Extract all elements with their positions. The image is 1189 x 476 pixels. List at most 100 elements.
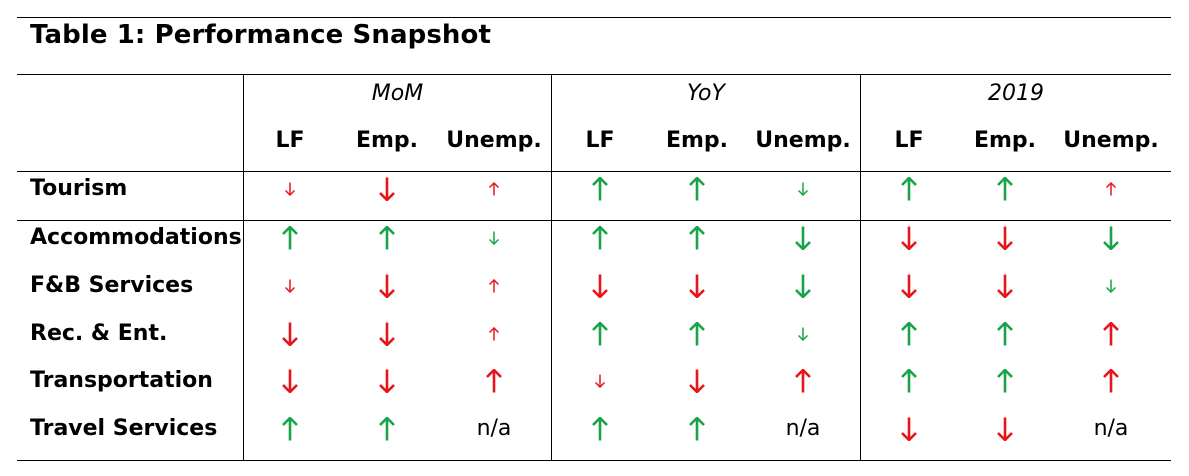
arrow-down-icon [997, 274, 1013, 298]
arrow-down-icon [1103, 226, 1119, 250]
col-header-yoy-unemp: Unemp. [755, 128, 851, 153]
arrow-up-icon [689, 226, 705, 250]
arrow-up-icon [592, 417, 608, 441]
trend-cell [337, 409, 437, 449]
bottom-rule [17, 460, 1171, 461]
trend-cell [955, 169, 1055, 209]
trend-cell [240, 314, 340, 354]
trend-cell [647, 409, 747, 449]
row-label: Accommodations [30, 225, 242, 250]
trend-cell [240, 409, 340, 449]
trend-cell [859, 266, 959, 306]
arrow-up-icon [997, 177, 1013, 201]
arrow-down-icon [901, 226, 917, 250]
col-header-mom-lf: LF [275, 128, 305, 153]
arrow-up-icon [489, 279, 499, 293]
arrow-down-icon [379, 274, 395, 298]
trend-cell [753, 266, 853, 306]
trend-cell [240, 266, 340, 306]
trend-cell [647, 266, 747, 306]
na-value: n/a [753, 409, 853, 449]
col-header-mom-unemp: Unemp. [446, 128, 542, 153]
arrow-up-icon [997, 369, 1013, 393]
trend-cell [859, 361, 959, 401]
arrow-up-icon [592, 226, 608, 250]
trend-cell [444, 169, 544, 209]
arrow-up-icon [689, 177, 705, 201]
row-label: Rec. & Ent. [30, 321, 168, 346]
arrow-up-icon [282, 226, 298, 250]
arrow-down-icon [798, 327, 808, 341]
trend-cell [337, 218, 437, 258]
trend-cell [550, 409, 650, 449]
arrow-down-icon [795, 274, 811, 298]
row-label: Tourism [30, 176, 128, 201]
trend-cell [337, 361, 437, 401]
arrow-up-icon [901, 369, 917, 393]
arrow-down-icon [795, 226, 811, 250]
trend-cell [444, 361, 544, 401]
trend-cell [859, 409, 959, 449]
arrow-down-icon [285, 182, 295, 196]
na-text: n/a [1093, 416, 1129, 441]
trend-cell [955, 409, 1055, 449]
arrow-down-icon [595, 374, 605, 388]
trend-cell [753, 361, 853, 401]
arrow-up-icon [795, 369, 811, 393]
trend-cell [1061, 169, 1161, 209]
arrow-up-icon [592, 177, 608, 201]
divider-yoy [551, 75, 552, 460]
trend-cell [240, 169, 340, 209]
col-header-mom-emp: Emp. [355, 128, 419, 153]
arrow-down-icon [379, 369, 395, 393]
row-label: F&B Services [30, 273, 194, 298]
trend-cell [337, 169, 437, 209]
group-header-yoy: YoY [687, 81, 725, 106]
arrow-down-icon [901, 417, 917, 441]
arrow-down-icon [285, 279, 295, 293]
trend-cell [337, 266, 437, 306]
arrow-down-icon [798, 182, 808, 196]
arrow-down-icon [689, 274, 705, 298]
tourism-rule [17, 220, 1171, 221]
col-header-2019-emp: Emp. [973, 128, 1037, 153]
arrow-up-icon [901, 177, 917, 201]
na-text: n/a [785, 416, 821, 441]
trend-cell [444, 266, 544, 306]
arrow-down-icon [282, 369, 298, 393]
table-title: Table 1: Performance Snapshot [30, 20, 491, 50]
subheader-rule [17, 171, 1171, 172]
trend-cell [753, 169, 853, 209]
trend-cell [859, 218, 959, 258]
group-header-mom: MoM [371, 81, 424, 106]
group-header-2019: 2019 [988, 81, 1044, 106]
arrow-up-icon [689, 417, 705, 441]
arrow-up-icon [689, 322, 705, 346]
arrow-up-icon [592, 322, 608, 346]
arrow-down-icon [997, 417, 1013, 441]
trend-cell [859, 169, 959, 209]
arrow-up-icon [282, 417, 298, 441]
arrow-down-icon [489, 231, 499, 245]
arrow-down-icon [1106, 279, 1116, 293]
trend-cell [955, 266, 1055, 306]
trend-cell [647, 314, 747, 354]
na-text: n/a [476, 416, 512, 441]
arrow-up-icon [379, 417, 395, 441]
na-value: n/a [1061, 409, 1161, 449]
trend-cell [647, 361, 747, 401]
arrow-down-icon [592, 274, 608, 298]
trend-cell [955, 361, 1055, 401]
header-rule [17, 74, 1171, 75]
trend-cell [550, 314, 650, 354]
arrow-down-icon [997, 226, 1013, 250]
trend-cell [444, 218, 544, 258]
row-label: Travel Services [30, 416, 218, 441]
trend-cell [859, 314, 959, 354]
trend-cell [444, 314, 544, 354]
arrow-down-icon [689, 369, 705, 393]
trend-cell [337, 314, 437, 354]
trend-cell [1061, 218, 1161, 258]
trend-cell [550, 169, 650, 209]
divider-2019 [860, 75, 861, 460]
